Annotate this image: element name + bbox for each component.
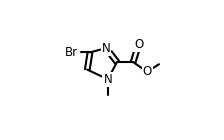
- Text: N: N: [103, 73, 112, 86]
- Text: O: O: [142, 65, 152, 78]
- Text: N: N: [102, 42, 111, 55]
- Text: O: O: [134, 38, 143, 51]
- Text: Br: Br: [65, 46, 78, 59]
